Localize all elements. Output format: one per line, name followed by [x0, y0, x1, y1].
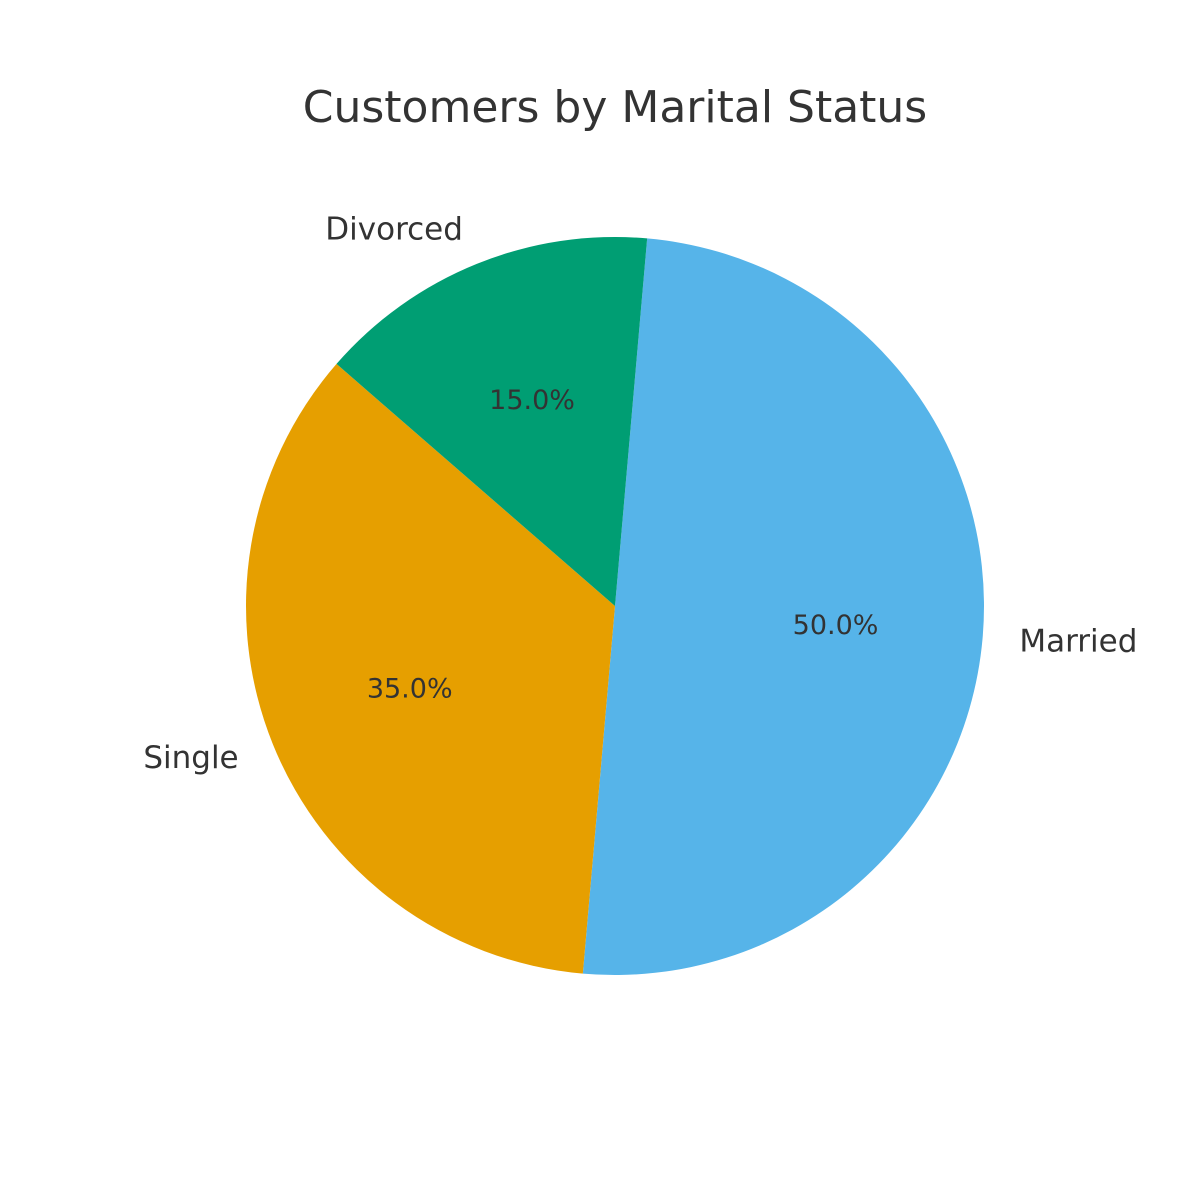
pie-slice-single	[245, 363, 615, 974]
chart-title: Customers by Marital Status	[302, 82, 928, 133]
slice-label-single: Single	[143, 740, 238, 776]
pct-label-single: 35.0%	[367, 673, 453, 704]
pct-label-married: 50.0%	[793, 610, 879, 641]
slice-label-divorced: Divorced	[325, 212, 463, 248]
pie-slice-married	[582, 238, 984, 975]
pct-label-divorced: 15.0%	[489, 385, 575, 416]
slice-label-married: Married	[1019, 623, 1137, 659]
pie-slice-divorced	[336, 237, 648, 606]
